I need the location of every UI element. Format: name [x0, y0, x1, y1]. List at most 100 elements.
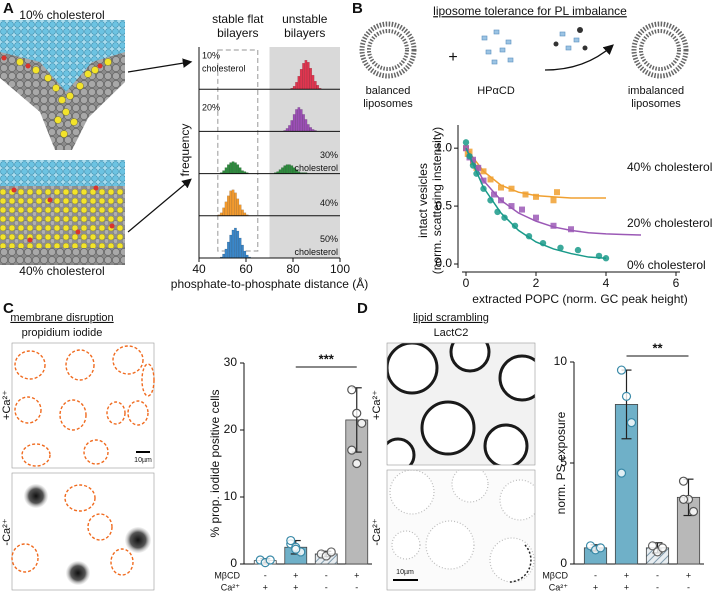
row-label: cholesterol — [294, 163, 338, 173]
significance-label: ** — [652, 340, 663, 355]
frame — [386, 342, 536, 466]
row-label: cholesterol — [294, 247, 338, 257]
condition-value: - — [355, 582, 358, 592]
liposome-diagram — [359, 21, 689, 79]
point — [487, 197, 494, 204]
condition-value: + — [354, 570, 359, 580]
x-tick-label: 80 — [286, 262, 300, 276]
condition-label: MβCD — [214, 570, 240, 580]
data-point — [286, 535, 296, 546]
snapshot-label: 10% cholesterol — [19, 8, 104, 22]
point — [466, 153, 473, 160]
micrograph-c-top — [11, 342, 155, 469]
point — [491, 191, 497, 198]
histogram-bar — [299, 109, 303, 132]
scale-bar-label: 10µm — [134, 457, 152, 464]
histogram-bar — [306, 62, 310, 90]
histogram-bar — [313, 80, 317, 90]
histogram-bar — [285, 164, 289, 174]
histogram-bar — [234, 162, 237, 174]
histogram-bar — [281, 167, 284, 174]
panel-subtitle: LactC2 — [434, 327, 469, 339]
point — [480, 185, 487, 192]
data-point — [678, 476, 689, 486]
condition-label: Ca²⁺ — [549, 582, 569, 592]
region-label: bilayers — [284, 26, 325, 40]
data-point — [352, 408, 362, 418]
point — [568, 226, 574, 233]
y-tick-label: 10 — [554, 354, 568, 368]
point — [539, 239, 547, 247]
y-tick-label: 0.0 — [435, 256, 452, 270]
histogram-bar — [238, 167, 242, 174]
condition-value: - — [325, 582, 328, 592]
point — [511, 222, 519, 229]
y-tick-label: 5 — [560, 455, 567, 469]
y-tick-label: 10 — [224, 489, 238, 503]
point — [508, 203, 515, 210]
x-tick-label: 4 — [603, 276, 610, 290]
data-point — [626, 418, 637, 428]
point — [466, 148, 473, 155]
point — [498, 184, 504, 191]
y-tick-label: 1.0 — [435, 140, 452, 154]
point — [494, 208, 501, 216]
snapshot-label: 40% cholesterol — [19, 264, 104, 278]
x-tick-label: 60 — [239, 262, 253, 276]
histogram-bar — [295, 109, 298, 132]
data-point — [616, 468, 627, 478]
diagram-label: liposomes — [363, 98, 413, 110]
operator: + — [448, 49, 457, 66]
histogram-bar — [231, 161, 235, 174]
point — [550, 222, 557, 229]
condition-value: + — [686, 570, 691, 580]
histogram-bar — [309, 67, 313, 90]
point — [574, 246, 582, 254]
panel-label: C — [3, 300, 14, 317]
point — [595, 252, 603, 260]
histogram-bar — [302, 114, 305, 132]
histogram-bar — [290, 120, 294, 132]
row-label: 20% — [202, 103, 220, 113]
region-label: bilayers — [217, 26, 258, 40]
histogram-bar — [299, 68, 303, 90]
image-label: -Ca²⁺ — [371, 518, 383, 545]
condition-value: + — [624, 570, 629, 580]
significance-label: *** — [319, 351, 335, 366]
point — [469, 162, 477, 169]
histogram-bar — [224, 167, 228, 174]
panel-label: D — [357, 300, 368, 317]
arrow — [127, 58, 193, 73]
point — [462, 139, 470, 146]
condition-label: MβCD — [542, 570, 568, 580]
histogram-bar — [222, 207, 226, 217]
condition-value: - — [656, 582, 659, 592]
histogram-bar — [278, 169, 282, 174]
panel-title: liposome tolerance for PL imbalance — [433, 4, 627, 18]
point — [508, 185, 515, 192]
condition-value: + — [293, 570, 298, 580]
y-tick-label: 0 — [230, 556, 237, 570]
md-snapshot-bottom — [0, 160, 125, 265]
condition-value: + — [263, 582, 268, 592]
data-point — [352, 458, 362, 469]
x-tick-label: 6 — [673, 276, 680, 290]
histogram-bar — [241, 209, 244, 217]
point — [550, 197, 557, 204]
point — [533, 214, 539, 221]
image-label: +Ca²⁺ — [371, 390, 383, 420]
histogram-bar — [316, 84, 320, 90]
data-point — [688, 506, 699, 517]
y-axis-label: % prop. iodide positive cells — [208, 389, 222, 537]
x-tick-label: 100 — [330, 262, 350, 276]
histogram-bar — [288, 125, 291, 132]
histogram-bar — [290, 165, 294, 174]
data-point — [265, 555, 275, 565]
panel-title: membrane disruption — [10, 312, 113, 324]
frame — [386, 469, 536, 591]
panel-label: B — [352, 0, 363, 17]
micrograph-d-top — [387, 343, 535, 465]
x-tick-label: 0 — [463, 276, 470, 290]
histogram-bar — [224, 248, 228, 259]
